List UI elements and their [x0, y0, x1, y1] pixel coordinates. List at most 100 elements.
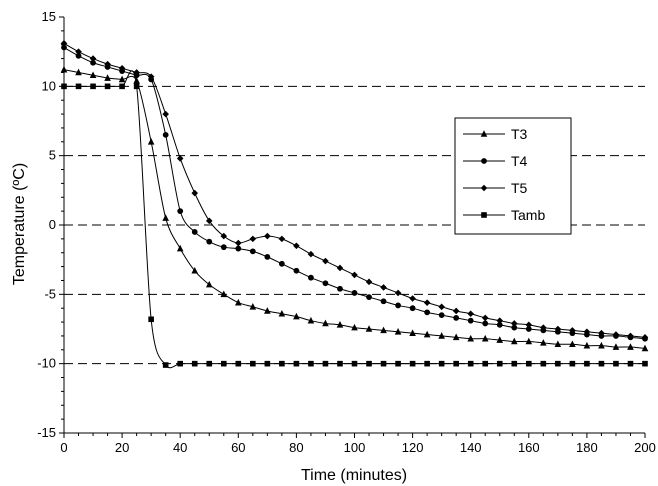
data-point — [394, 289, 402, 297]
series-t5 — [60, 40, 649, 341]
x-tick-label: 60 — [231, 440, 245, 455]
x-tick-label: 20 — [115, 440, 129, 455]
data-point — [452, 333, 460, 341]
data-point — [612, 343, 620, 350]
data-point — [482, 360, 489, 367]
x-tick-label: 160 — [518, 440, 540, 455]
data-point — [119, 83, 125, 90]
data-point — [569, 340, 576, 348]
data-point — [583, 341, 591, 349]
data-point — [177, 360, 183, 367]
data-point — [481, 314, 489, 322]
data-point — [220, 232, 228, 240]
data-point — [540, 324, 547, 331]
series-tamb — [61, 70, 648, 369]
data-point — [235, 360, 242, 367]
data-point — [336, 321, 344, 328]
y-tick-label: -15 — [37, 425, 56, 440]
x-tick-label: 40 — [173, 440, 187, 455]
legend-item-tamb: Tamb — [463, 207, 545, 223]
data-point — [583, 328, 591, 336]
data-point — [525, 326, 532, 332]
data-point — [293, 267, 300, 274]
data-point — [60, 65, 68, 73]
legend-item-t5: T5 — [463, 180, 528, 196]
legend-marker — [480, 184, 488, 192]
data-point — [467, 317, 474, 324]
data-point — [220, 360, 227, 367]
data-point — [438, 303, 445, 311]
data-point — [90, 83, 96, 90]
data-point — [613, 360, 619, 367]
data-point — [395, 360, 401, 367]
y-tick-label: 15 — [42, 9, 56, 24]
data-point — [249, 248, 256, 255]
data-point — [351, 360, 358, 367]
data-point — [133, 69, 140, 76]
data-point — [365, 325, 373, 332]
data-point — [554, 340, 562, 348]
data-point — [337, 285, 343, 292]
data-point — [510, 320, 518, 327]
data-point — [409, 295, 416, 302]
data-point — [206, 238, 213, 245]
x-tick-label: 100 — [344, 440, 366, 455]
legend-label: T3 — [511, 126, 528, 142]
data-point — [162, 214, 169, 221]
y-tick-label: -10 — [37, 356, 56, 371]
data-point — [627, 343, 634, 350]
data-point — [395, 302, 401, 309]
data-point — [366, 294, 372, 301]
data-point — [308, 360, 314, 367]
data-point — [61, 44, 67, 51]
data-point — [511, 324, 518, 331]
x-tick-label: 180 — [576, 440, 598, 455]
data-point — [365, 278, 373, 286]
data-point — [322, 360, 329, 367]
y-tick-label: 0 — [49, 217, 56, 232]
data-point — [220, 290, 228, 298]
data-point — [322, 257, 329, 265]
data-point — [380, 284, 387, 291]
data-point — [453, 315, 460, 321]
legend-marker — [481, 158, 487, 164]
data-point — [598, 341, 605, 349]
data-point — [293, 242, 300, 250]
data-point — [467, 334, 474, 342]
data-point — [322, 319, 329, 327]
legend: T3 T4 T5 Tamb — [454, 117, 572, 235]
data-point — [104, 74, 111, 81]
data-point — [510, 337, 518, 345]
data-point — [61, 83, 67, 90]
data-point — [423, 299, 431, 306]
data-point — [307, 250, 315, 258]
data-point — [162, 110, 169, 118]
data-point — [467, 310, 474, 318]
data-point — [191, 360, 198, 367]
data-point — [627, 332, 634, 340]
data-point — [322, 280, 329, 287]
data-point — [177, 208, 184, 215]
legend-label: T4 — [511, 153, 528, 169]
data-point — [438, 312, 445, 319]
data-point — [641, 344, 649, 352]
y-axis-title: Temperature (ºC) — [11, 163, 28, 285]
data-point — [90, 59, 96, 66]
data-point — [89, 55, 97, 62]
data-point — [351, 323, 358, 331]
data-point — [191, 229, 198, 235]
data-point — [235, 298, 242, 306]
data-point — [191, 266, 199, 274]
data-point — [394, 327, 402, 335]
data-point — [453, 360, 459, 367]
data-point — [641, 334, 649, 341]
data-point — [380, 298, 387, 305]
data-point — [176, 244, 184, 252]
y-axis: -15 -10 -5 0 5 10 15 — [37, 9, 64, 440]
data-point — [206, 360, 213, 367]
series-lines — [60, 40, 649, 369]
data-point — [496, 360, 503, 367]
y-tick-label: -5 — [44, 286, 56, 301]
data-point — [438, 332, 445, 339]
x-tick-label: 200 — [634, 440, 656, 455]
